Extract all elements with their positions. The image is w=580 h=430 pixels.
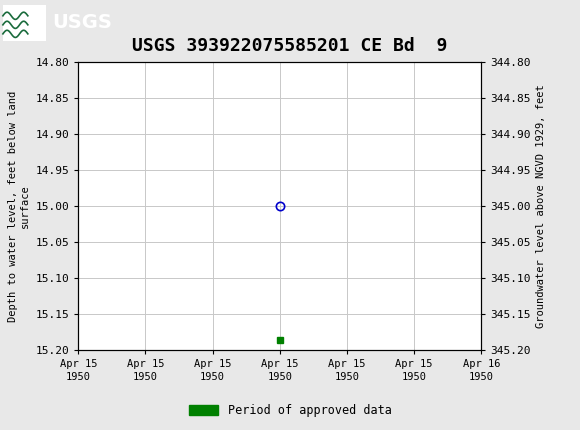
Bar xyxy=(3,4,46,41)
Text: USGS 393922075585201 CE Bd  9: USGS 393922075585201 CE Bd 9 xyxy=(132,37,448,55)
Y-axis label: Depth to water level, feet below land
surface: Depth to water level, feet below land su… xyxy=(8,91,30,322)
Y-axis label: Groundwater level above NGVD 1929, feet: Groundwater level above NGVD 1929, feet xyxy=(536,85,546,328)
Text: USGS: USGS xyxy=(52,13,112,32)
Legend: Period of approved data: Period of approved data xyxy=(184,399,396,422)
